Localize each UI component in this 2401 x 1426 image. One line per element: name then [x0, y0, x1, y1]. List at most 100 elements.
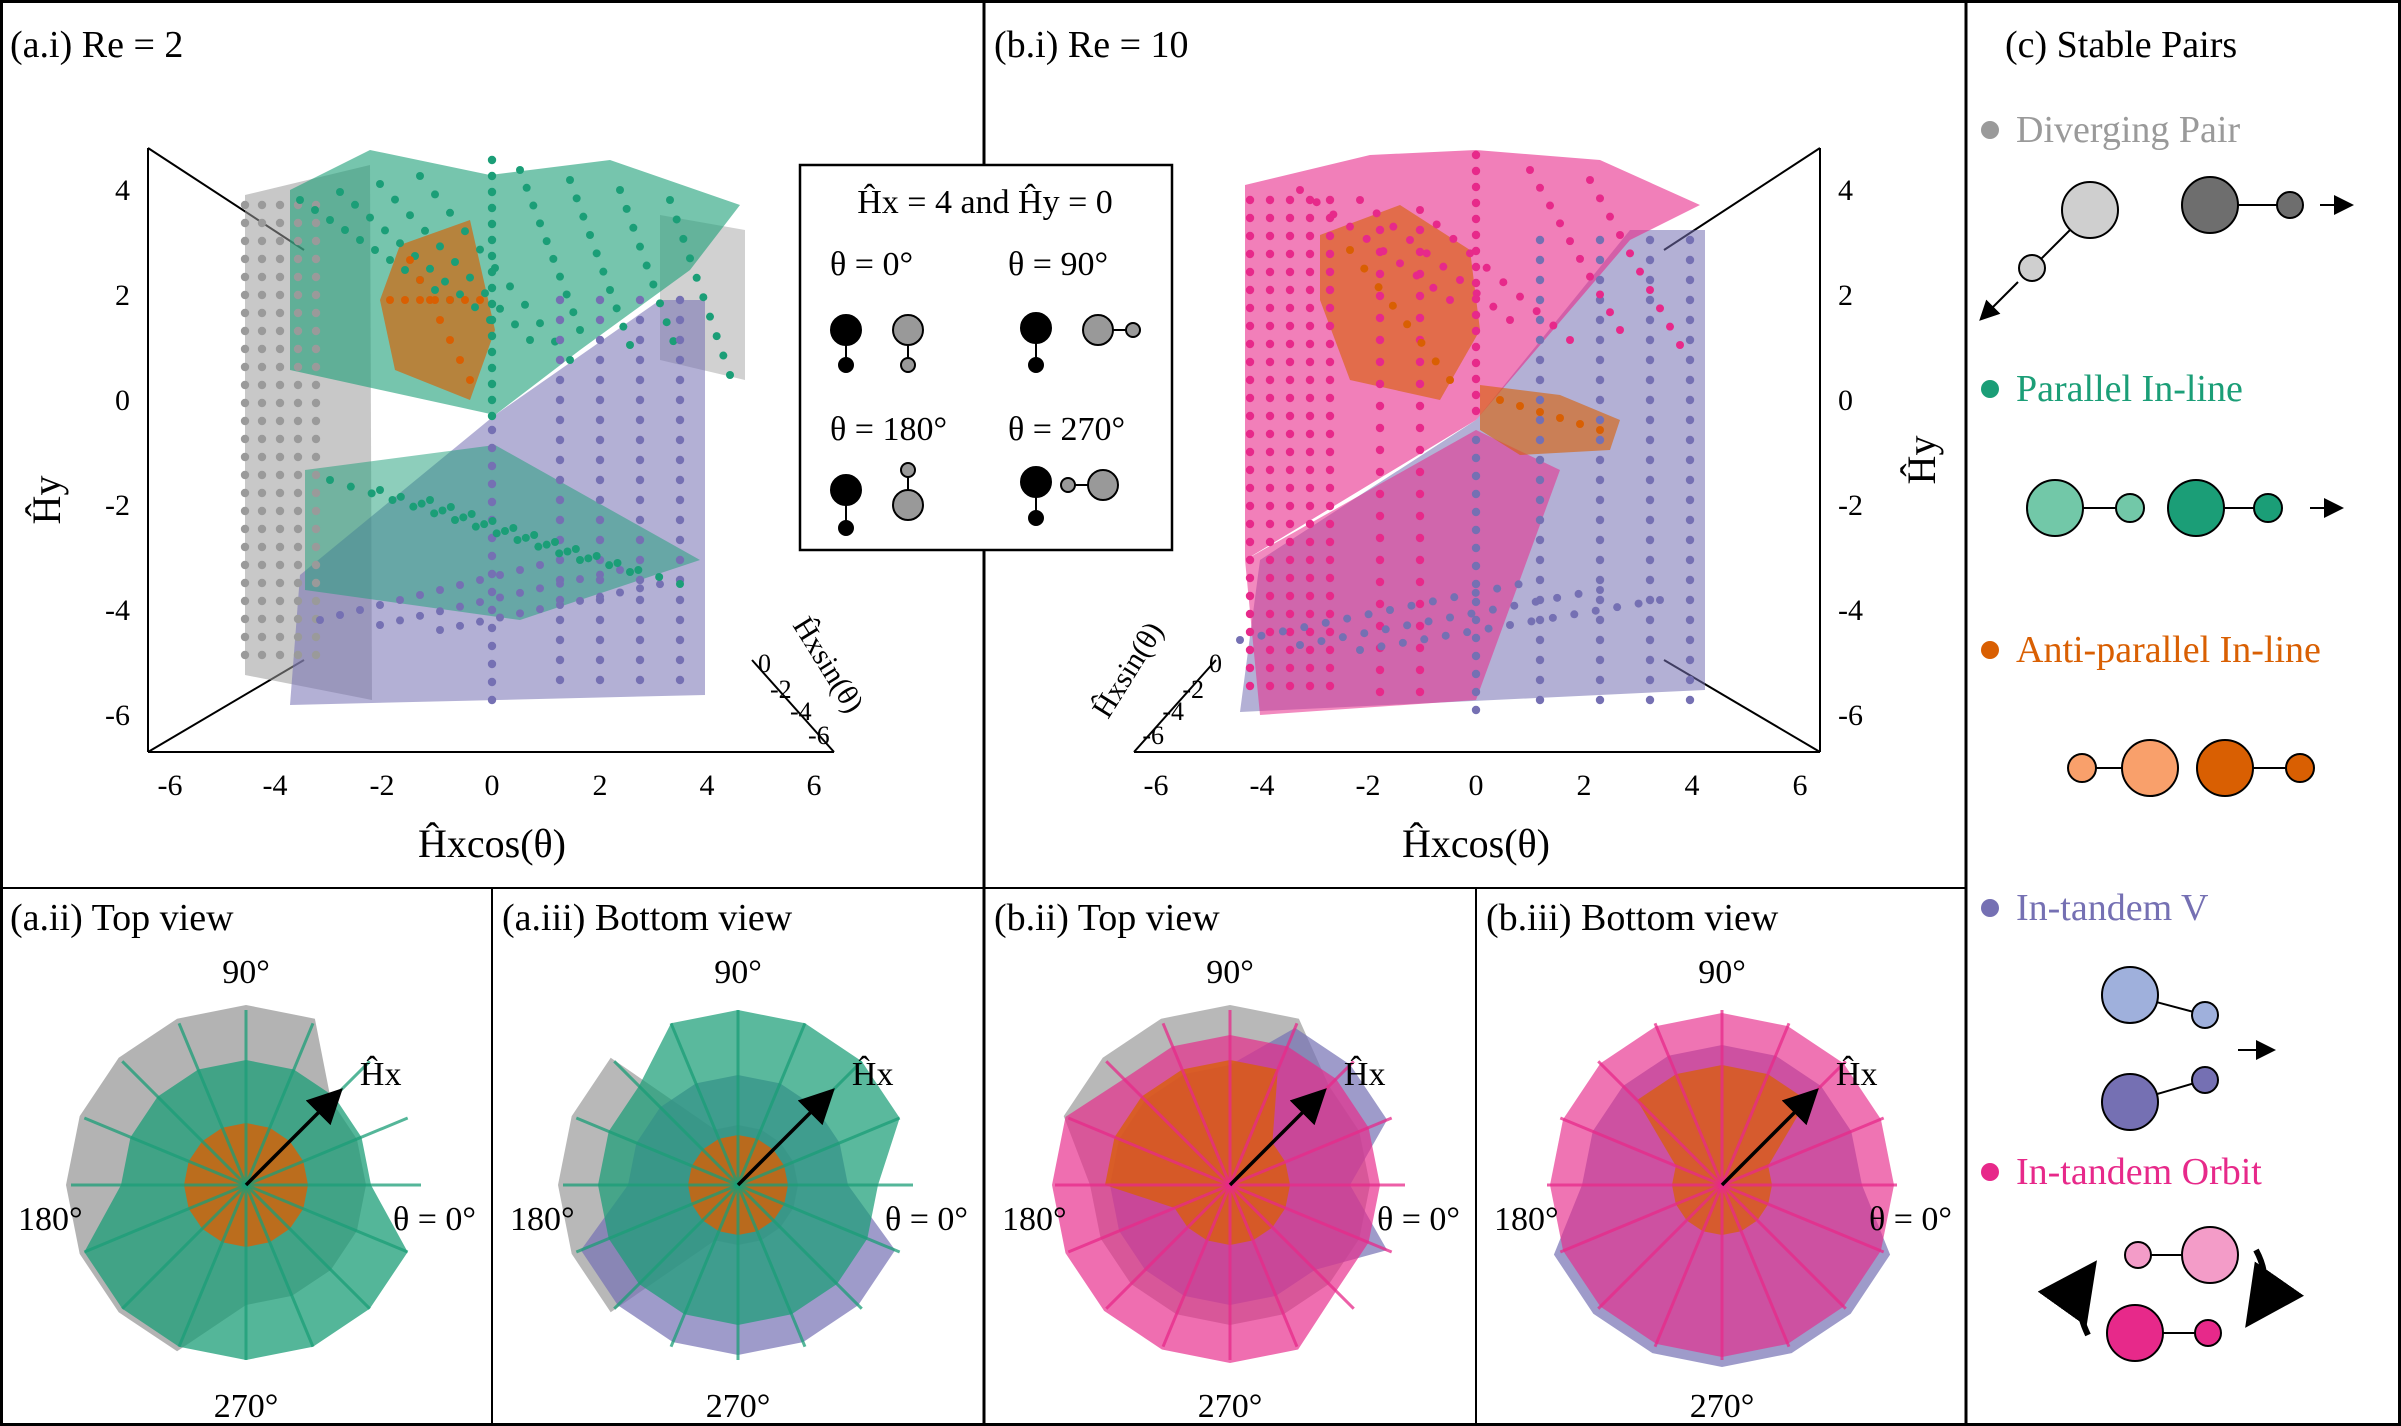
inset-box: Ĥx = 4 and Ĥy = 0 θ = 0° θ = 90° θ = 180… [798, 163, 1174, 552]
sample-dot [635, 575, 645, 585]
sample-dot [1325, 537, 1335, 547]
sample-dot [1285, 429, 1295, 439]
sample-dot [1245, 447, 1255, 457]
sample-dot [487, 363, 497, 373]
sample-dot [311, 326, 321, 336]
sample-dot [1488, 605, 1497, 614]
sample-dot [1305, 627, 1315, 637]
sample-dot [293, 236, 303, 246]
sample-dot [595, 315, 605, 325]
sample-dot [257, 380, 267, 390]
sample-dot [1596, 194, 1604, 203]
sample-dot [1516, 402, 1524, 410]
sample-dot [635, 415, 645, 425]
sample-dot [496, 571, 504, 579]
sample-dot [529, 201, 538, 210]
sample-dot [1265, 339, 1275, 349]
sample-dot [1305, 285, 1315, 295]
sample-dot [376, 180, 384, 188]
sample-dot [1265, 321, 1275, 331]
sample-dot [436, 607, 444, 616]
sample-dot [476, 245, 484, 254]
sample-dot [586, 231, 594, 239]
sample-dot [1305, 663, 1315, 673]
sample-dot [1415, 533, 1425, 543]
sample-dot [536, 561, 544, 569]
sample-dot [1595, 475, 1605, 485]
sample-dot [1645, 535, 1655, 545]
sample-dot [635, 295, 645, 305]
sample-dot [516, 588, 524, 597]
sample-dot [1285, 375, 1295, 385]
sample-dot [376, 621, 384, 629]
sample-dot [619, 322, 628, 331]
sample-dot [1325, 609, 1335, 619]
theta-spoke [1597, 1060, 1724, 1187]
sample-dot [293, 434, 303, 444]
sample-dot [1265, 681, 1275, 691]
sample-dot [605, 561, 614, 570]
hx-tick: 4 [700, 769, 715, 802]
sample-dot [1300, 623, 1309, 632]
sample-dot [1685, 415, 1695, 425]
sample-dot [1305, 519, 1315, 529]
sample-dot [1375, 423, 1385, 433]
sample-dot [275, 524, 285, 534]
sample-dot [592, 249, 601, 258]
sample-dot [1439, 262, 1448, 271]
sample-dot [311, 632, 321, 642]
sample-dot [536, 584, 544, 593]
sample-dot [1553, 593, 1562, 602]
sample-dot [487, 659, 497, 669]
sample-dot [1346, 222, 1354, 231]
theta-spoke [575, 1183, 739, 1254]
sample-dot [1446, 376, 1454, 384]
sample-dot [1285, 357, 1295, 367]
sample-dot [536, 319, 544, 328]
sample-dot [675, 315, 685, 325]
sample-dot [1685, 535, 1695, 545]
sample-dot [1325, 429, 1335, 439]
sample-dot [311, 362, 321, 372]
sample-dot [446, 336, 454, 344]
sample-dot [441, 277, 449, 286]
sample-dot [1305, 357, 1315, 367]
sample-dot [336, 611, 344, 619]
sample-dot [1535, 335, 1545, 345]
hx-tick: 0 [485, 769, 500, 802]
sample-dot [293, 542, 303, 552]
polar-top-view-re10: 90° 270° 180° θ = 0° Ĥx [1002, 954, 1460, 1425]
sample-dot [1415, 379, 1425, 389]
sample-dot [555, 415, 565, 425]
sample-dot [1471, 588, 1480, 597]
sample-dot [1245, 663, 1255, 673]
sample-dot [487, 569, 497, 579]
sample-dot [487, 605, 497, 615]
legend-label: In-tandem Orbit [2016, 1151, 2262, 1193]
sample-dot [1245, 375, 1255, 385]
sample-dot [1285, 681, 1295, 691]
sample-dot [1685, 235, 1695, 245]
sample-dot [1446, 296, 1454, 304]
sample-dot [1471, 230, 1481, 240]
sample-dot [1285, 249, 1295, 259]
sample-dot [1265, 375, 1275, 385]
theta-spoke [1161, 1184, 1232, 1348]
theta-spoke [613, 1060, 740, 1187]
sample-dot [293, 614, 303, 624]
sample-dot [446, 208, 454, 217]
sample-dot [257, 326, 267, 336]
sample-dot [555, 335, 565, 345]
sample-dot [1685, 475, 1695, 485]
sample-dot [1645, 395, 1655, 405]
dots-b [1236, 150, 1695, 715]
theta-spoke [1559, 1183, 1723, 1254]
hy-label-a: Ĥy [24, 476, 69, 525]
sample-dot [656, 299, 664, 308]
volume-antiparallel-a [380, 220, 495, 400]
sample-dot [1685, 315, 1695, 325]
sample-dot [1595, 335, 1605, 345]
polar-label-270: 270° [1690, 1388, 1755, 1425]
sample-dot [1535, 355, 1545, 365]
theta-spoke [1067, 1183, 1231, 1254]
